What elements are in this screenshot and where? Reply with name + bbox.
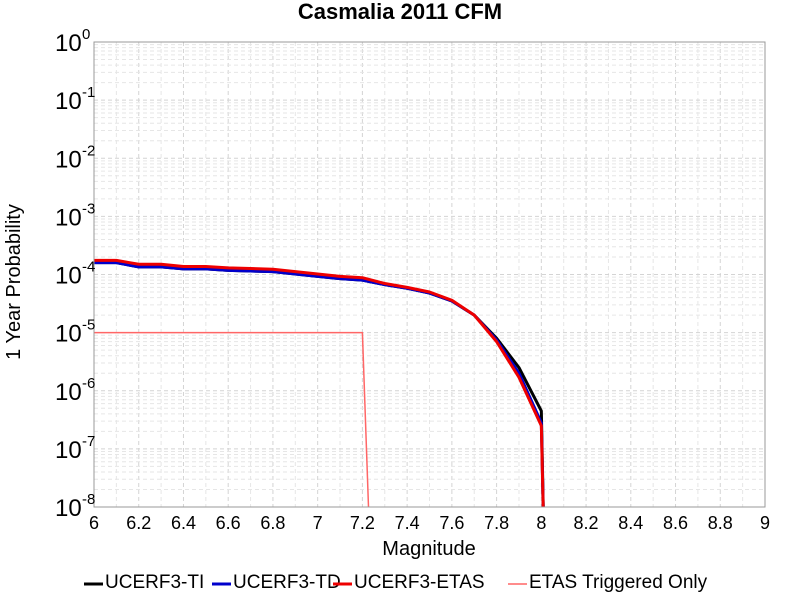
series-line-ucerf3-etas bbox=[94, 258, 545, 507]
y-tick-exponent: -1 bbox=[82, 84, 95, 101]
legend-item: ETAS Triggered Only bbox=[508, 572, 708, 593]
y-tick-base: 10 bbox=[55, 263, 82, 290]
x-tick-label: 6.4 bbox=[171, 513, 196, 533]
y-tick-label: 10 -4 bbox=[55, 259, 95, 290]
x-tick-label: 7.6 bbox=[439, 513, 464, 533]
y-tick-label: 10 -3 bbox=[55, 200, 95, 231]
legend-label: UCERF3-TD bbox=[233, 572, 341, 593]
y-tick-label: 10 -7 bbox=[55, 433, 95, 464]
y-tick-exponent: 0 bbox=[82, 26, 90, 43]
y-tick-label: 10 -8 bbox=[55, 491, 95, 522]
y-tick-exponent: -8 bbox=[82, 491, 95, 508]
y-tick-base: 10 bbox=[55, 379, 82, 406]
y-tick-label: 10 -2 bbox=[55, 142, 95, 173]
x-tick-label: 8 bbox=[536, 513, 546, 533]
y-tick-exponent: -6 bbox=[82, 375, 95, 392]
legend: UCERF3-TI UCERF3-TD UCERF3-ETAS ETAS Trigge… bbox=[84, 572, 708, 593]
x-tick-label: 6.6 bbox=[216, 513, 241, 533]
x-axis-ticks: 6 6.2 6.4 6.6 6.8 7 7.2 7.4 7.6 7.8 8 8.2 8.4 8.6 8.8 9 bbox=[89, 513, 770, 533]
y-tick-label: 10 -5 bbox=[55, 317, 95, 348]
y-tick-base: 10 bbox=[55, 437, 82, 464]
x-tick-label: 7.8 bbox=[484, 513, 509, 533]
x-tick-label: 8.8 bbox=[708, 513, 733, 533]
y-tick-exponent: -2 bbox=[82, 142, 95, 159]
x-tick-label: 8.4 bbox=[618, 513, 643, 533]
chart-title: Casmalia 2011 CFM bbox=[298, 0, 502, 24]
x-tick-label: 7.2 bbox=[350, 513, 375, 533]
y-tick-base: 10 bbox=[55, 495, 82, 522]
y-tick-exponent: -3 bbox=[82, 200, 95, 217]
y-tick-base: 10 bbox=[55, 204, 82, 231]
y-tick-exponent: -4 bbox=[82, 259, 95, 276]
legend-item: UCERF3-TD bbox=[212, 572, 341, 593]
x-axis-label: Magnitude bbox=[382, 538, 475, 560]
legend-item: UCERF3-TI bbox=[84, 572, 204, 593]
legend-label: UCERF3-ETAS bbox=[354, 572, 485, 593]
x-tick-label: 7.4 bbox=[395, 513, 420, 533]
y-tick-label: 10 -6 bbox=[55, 375, 95, 406]
x-tick-label: 8.2 bbox=[574, 513, 599, 533]
y-tick-base: 10 bbox=[55, 88, 82, 115]
y-tick-exponent: -7 bbox=[82, 433, 95, 450]
legend-label: UCERF3-TI bbox=[105, 572, 204, 593]
y-axis-label: 1 Year Probability bbox=[3, 204, 25, 360]
plot-frame bbox=[93, 41, 766, 508]
y-tick-base: 10 bbox=[55, 146, 82, 173]
y-tick-label: 10 -1 bbox=[55, 84, 95, 115]
legend-label: ETAS Triggered Only bbox=[529, 572, 708, 593]
x-tick-label: 8.6 bbox=[663, 513, 688, 533]
x-tick-label: 7 bbox=[313, 513, 323, 533]
x-tick-label: 6.8 bbox=[260, 513, 285, 533]
y-tick-label: 10 0 bbox=[55, 26, 90, 57]
x-tick-label: 6 bbox=[89, 513, 99, 533]
legend-item: UCERF3-ETAS bbox=[333, 572, 485, 593]
series-layer bbox=[94, 258, 545, 507]
y-tick-base: 10 bbox=[55, 30, 82, 57]
series-line-etas-triggered-only bbox=[94, 331, 370, 507]
x-tick-label: 6.2 bbox=[126, 513, 151, 533]
x-tick-label: 9 bbox=[760, 513, 770, 533]
y-tick-base: 10 bbox=[55, 321, 82, 348]
y-tick-exponent: -5 bbox=[82, 317, 95, 334]
